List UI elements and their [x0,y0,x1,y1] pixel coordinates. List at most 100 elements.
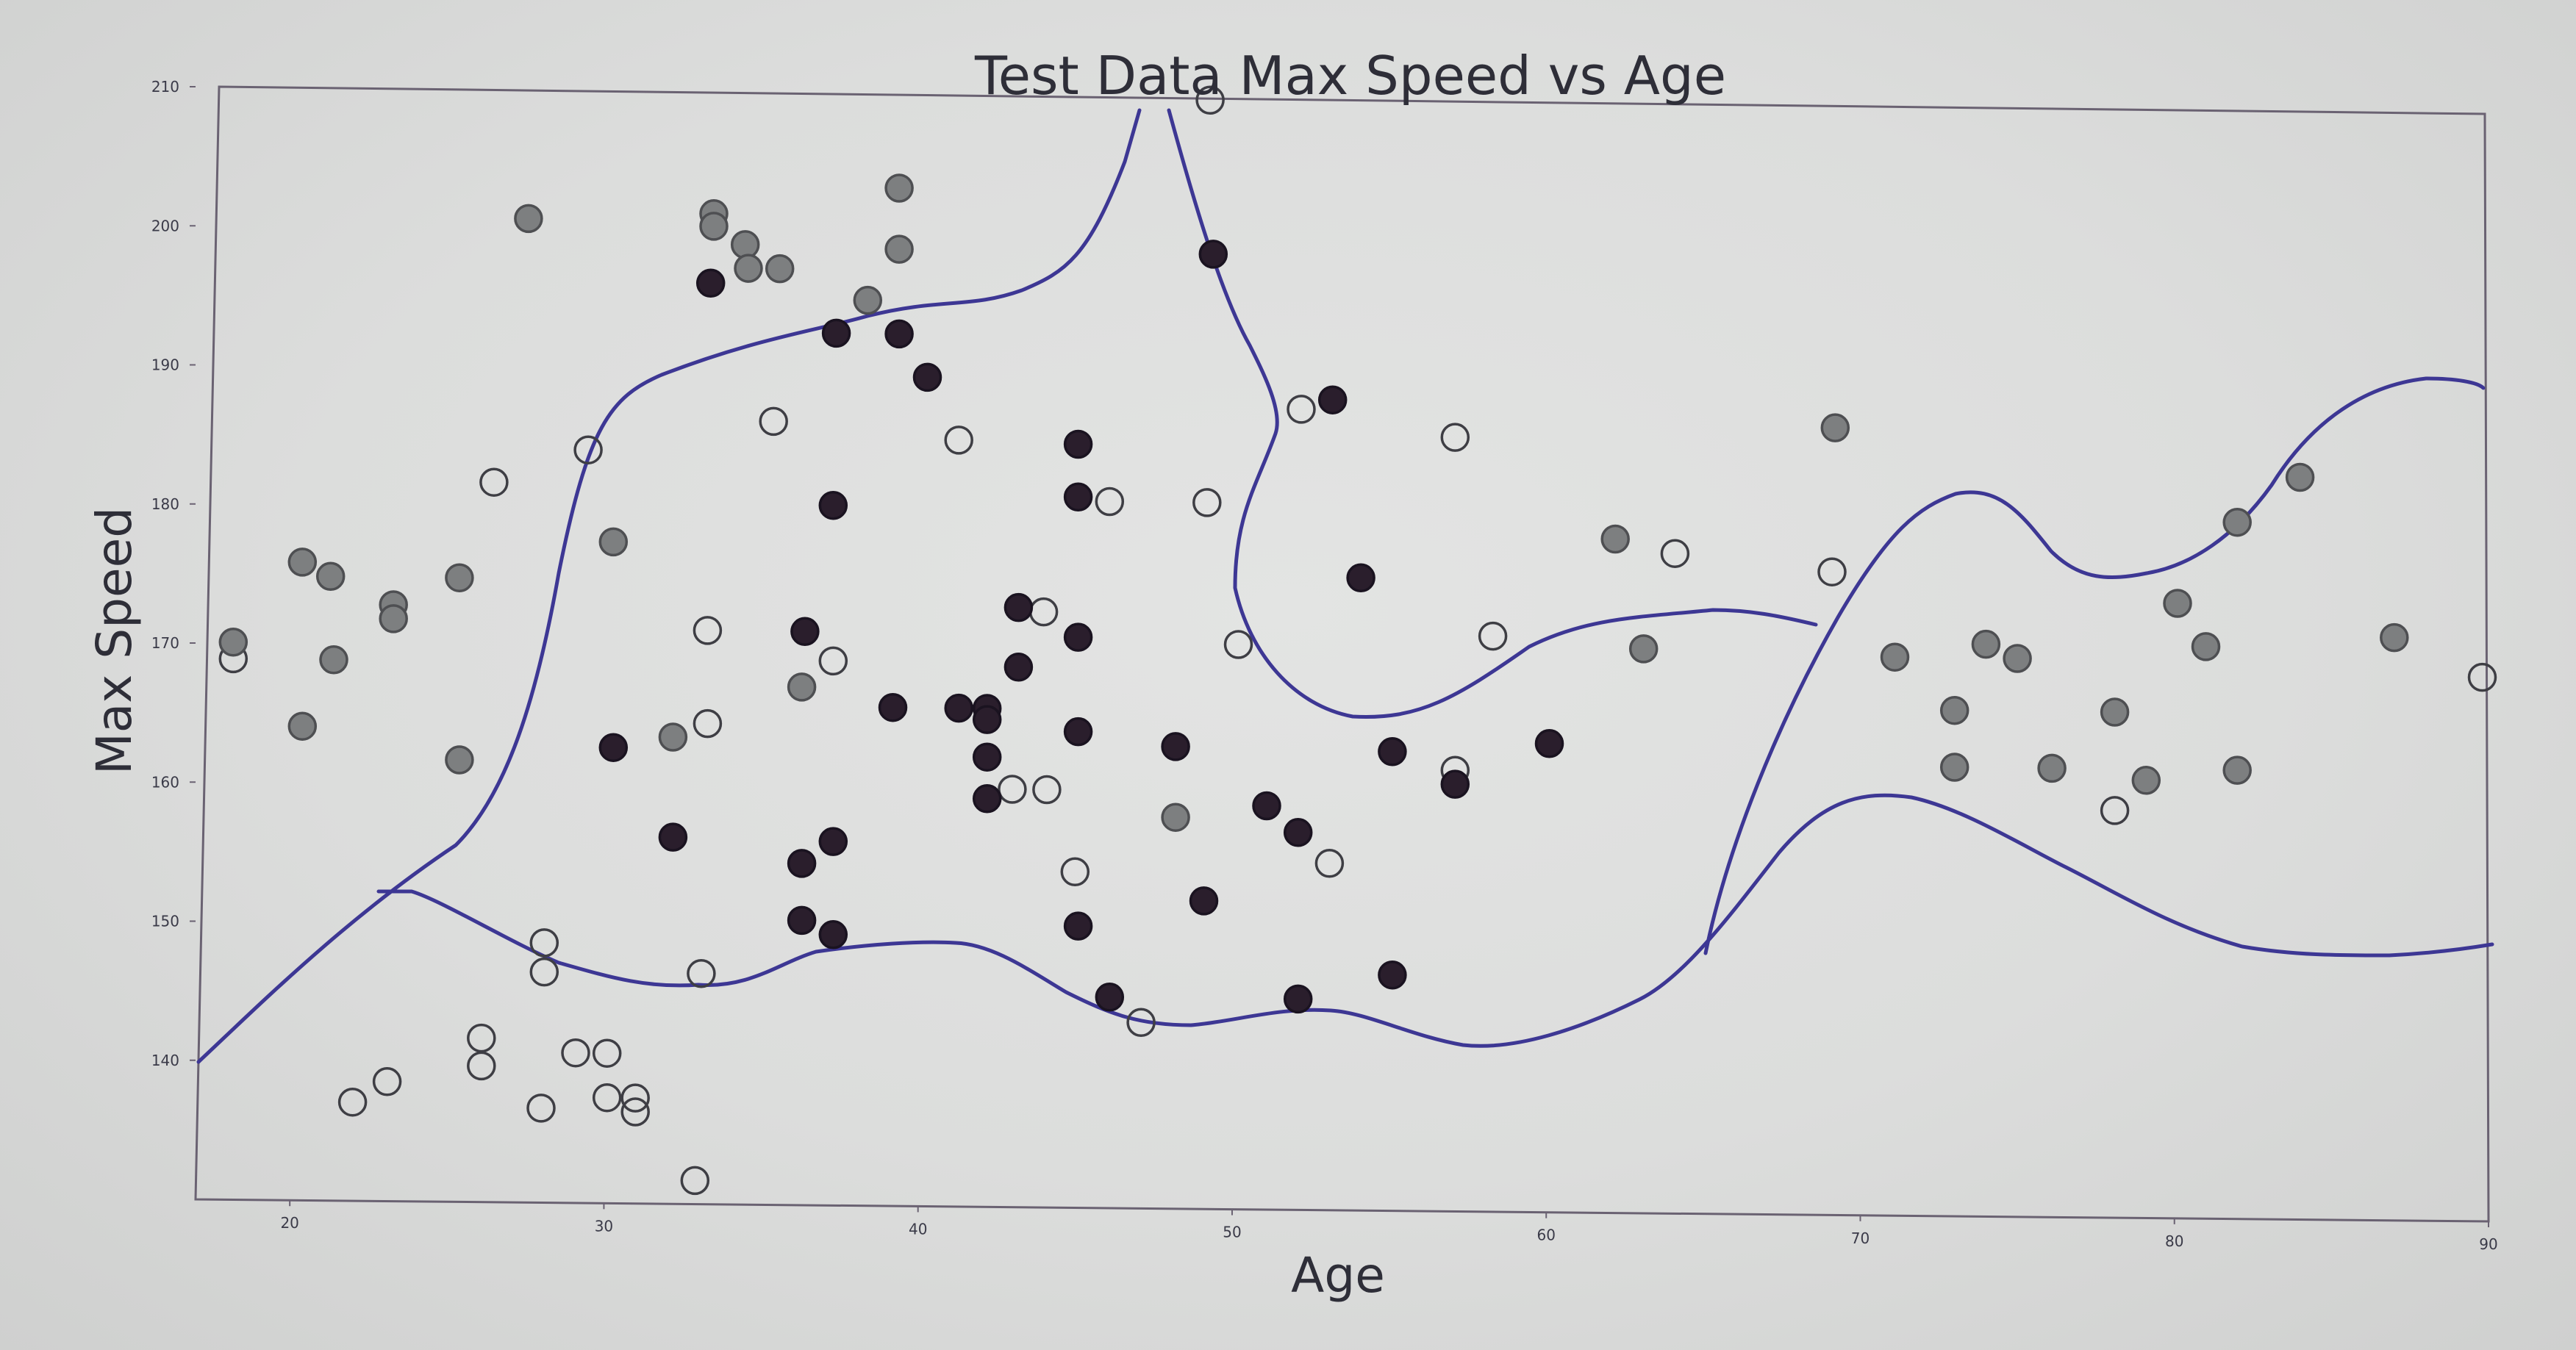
y-tick-label: 200 [151,217,179,234]
data-point-gray [853,285,883,315]
y-axis-ticks: 140 150 160 170 180 190 200 210 [151,78,196,1069]
data-point-gray [884,234,914,264]
x-tick-label: 60 [1536,1227,1555,1244]
x-axis-ticks: 20 30 40 50 60 70 80 90 [280,1200,2498,1253]
data-point-dark [598,733,629,762]
data-point-dark [787,905,817,936]
data-point-dark [818,920,848,949]
plot-frame [194,85,2490,1223]
x-axis-label: Age [1291,1247,1385,1304]
data-point-dark [912,362,942,392]
data-point-hollow [1478,621,1508,651]
y-tick-label: 210 [151,78,179,96]
data-point-gray [699,212,729,241]
data-point-dark [972,742,1002,772]
data-point-dark [944,693,973,723]
data-point-gray [2222,507,2252,537]
x-tick-label: 50 [1223,1224,1241,1241]
data-point-gray [1628,634,1659,664]
data-point-gray [1939,753,1969,782]
data-point-hollow [561,1038,590,1068]
data-point-hollow [1314,849,1345,878]
data-point-hollow [1060,857,1090,887]
data-point-dark [1534,729,1564,758]
data-point-dark [818,827,848,856]
data-point-dark [695,268,726,298]
scatter-points [218,85,2497,1196]
y-tick-label: 190 [151,356,179,374]
data-point-hollow [1660,539,1690,568]
data-point-dark [1440,769,1470,799]
data-point-dark [1317,385,1348,414]
data-point-gray [1880,642,1910,672]
data-point-dark [821,318,851,348]
data-point-gray [598,527,629,557]
data-point-hollow [1095,486,1125,517]
data-point-gray [1971,629,2001,659]
y-tick-label: 160 [151,773,179,791]
data-point-gray [379,604,408,633]
data-point-dark [1003,592,1034,622]
data-point-dark [1252,791,1281,821]
data-point-hollow [1817,557,1847,586]
data-point-hollow [620,1097,650,1127]
data-point-dark [1198,240,1228,269]
data-point-gray [2285,462,2315,492]
decision-boundaries [196,108,2494,1064]
data-point-dark [1063,429,1093,459]
data-point-dark [1095,983,1125,1012]
data-point-hollow [759,406,788,437]
data-point-gray [2380,622,2409,653]
data-point-hollow [592,1038,622,1068]
data-point-gray [884,173,914,203]
data-point-hollow [687,959,716,988]
y-tick-label: 170 [151,634,179,652]
boundary-curve-lower [376,793,2494,1048]
data-point-hollow [620,1083,650,1113]
data-point-hollow [1223,630,1253,659]
data-point-gray [315,561,346,592]
data-point-hollow [467,1023,496,1053]
data-point-dark [1003,653,1034,682]
data-point-gray [765,254,795,284]
data-point-hollow [529,957,559,987]
data-point-hollow [1195,85,1225,115]
data-point-hollow [337,1087,368,1117]
data-point-dark [1283,984,1313,1014]
data-point-gray [730,230,760,259]
data-point-dark [1346,563,1375,593]
data-point-hollow [1192,488,1222,517]
data-point-dark [1063,622,1093,652]
data-point-gray [445,563,474,592]
data-point-hollow [680,1166,710,1196]
data-point-gray [2222,755,2252,785]
data-point-hollow [372,1067,402,1096]
data-point-gray [787,672,817,702]
x-tick-label: 90 [2479,1235,2497,1253]
data-point-dark [818,490,848,520]
data-point-dark [972,705,1002,734]
data-point-gray [514,204,543,234]
data-point-dark [787,849,817,878]
y-axis-label: Max Speed [86,507,143,775]
x-tick-label: 80 [2165,1232,2183,1250]
data-point-hollow [1028,597,1059,627]
data-point-dark [1161,732,1190,761]
data-point-hollow [1126,1008,1156,1038]
data-point-dark [878,692,908,722]
x-tick-label: 20 [280,1214,298,1232]
data-point-gray [2131,766,2161,795]
boundary-curve-left [196,108,1142,1064]
data-point-dark [1063,482,1093,512]
data-point-dark [1283,818,1313,847]
data-point-hollow [944,426,973,455]
data-point-hollow [526,1094,556,1123]
data-point-gray [1600,524,1630,554]
data-point-dark [972,784,1002,814]
data-point-hollow [2100,796,2130,825]
data-point-gray [2100,697,2130,727]
data-point-gray [1939,695,1969,725]
data-point-dark [884,319,914,349]
